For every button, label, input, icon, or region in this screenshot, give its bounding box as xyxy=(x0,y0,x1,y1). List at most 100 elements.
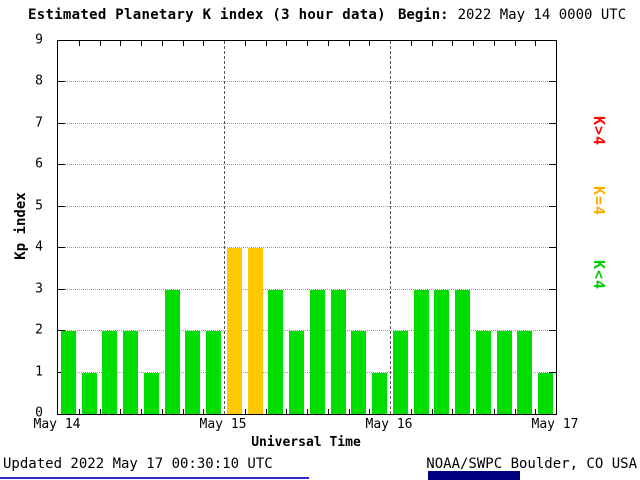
y-tick-label: 6 xyxy=(35,156,43,172)
gridline xyxy=(58,164,556,166)
top-minor-tick xyxy=(307,41,308,46)
top-minor-tick xyxy=(265,41,267,46)
right-tick xyxy=(549,288,556,290)
bottom-minor-tick xyxy=(141,409,142,414)
top-minor-tick xyxy=(78,41,80,46)
top-minor-tick xyxy=(182,41,184,46)
bottom-minor-tick xyxy=(203,409,205,414)
right-tick xyxy=(549,205,556,207)
bottom-minor-tick xyxy=(514,409,516,414)
y-tick-label: 7 xyxy=(35,115,43,131)
top-minor-tick xyxy=(431,41,433,46)
day-boundary-line xyxy=(390,41,391,414)
kp-bar xyxy=(351,331,367,414)
bottom-minor-tick xyxy=(99,409,101,414)
kp-bar xyxy=(143,372,159,414)
y-tick-label: 9 xyxy=(35,32,43,48)
gridline xyxy=(58,122,556,124)
top-minor-tick xyxy=(452,41,454,46)
kp-bar xyxy=(247,248,263,414)
bottom-minor-tick xyxy=(473,409,474,414)
top-minor-tick xyxy=(410,41,412,46)
left-tick xyxy=(58,330,65,332)
y-tick-label: 4 xyxy=(35,239,43,255)
x-tick-label: May 15 xyxy=(199,417,247,432)
top-minor-tick xyxy=(327,41,329,46)
top-minor-tick xyxy=(203,41,205,46)
y-tick-label: 0 xyxy=(35,405,43,421)
kp-bar xyxy=(289,331,305,414)
top-minor-tick xyxy=(286,41,288,46)
gridline xyxy=(58,247,556,249)
chart-title: Estimated Planetary K index (3 hour data… xyxy=(28,7,386,23)
footer-blue-line xyxy=(0,477,309,479)
left-tick xyxy=(58,164,65,166)
y-tick-label: 5 xyxy=(35,198,43,214)
left-tick xyxy=(58,205,65,207)
left-tick xyxy=(58,288,65,290)
gridline xyxy=(58,371,556,373)
kp-bar xyxy=(413,289,429,414)
top-minor-tick xyxy=(99,41,101,46)
x-axis-title: Universal Time xyxy=(251,435,361,450)
top-minor-tick xyxy=(161,41,163,46)
bottom-minor-tick xyxy=(182,409,184,414)
top-minor-tick xyxy=(473,41,474,46)
kp-bar xyxy=(475,331,491,414)
bottom-minor-tick xyxy=(369,409,371,414)
x-tick-label: May 16 xyxy=(365,417,413,432)
bottom-minor-tick xyxy=(286,409,288,414)
kp-bar xyxy=(102,331,118,414)
legend-k-gt-4: K>4 xyxy=(590,116,608,147)
left-tick xyxy=(58,247,65,249)
begin-label: Begin: xyxy=(398,7,449,23)
kp-bar xyxy=(309,289,325,414)
top-minor-tick xyxy=(535,41,537,46)
top-minor-tick xyxy=(369,41,371,46)
gridline xyxy=(58,288,556,290)
legend-k-eq-4: K=4 xyxy=(590,186,608,217)
bottom-minor-tick xyxy=(265,409,267,414)
kp-bar xyxy=(330,289,346,414)
right-tick xyxy=(549,81,556,83)
bottom-minor-tick xyxy=(244,409,246,414)
x-tick-label: May 14 xyxy=(33,417,81,432)
kp-bar xyxy=(268,289,284,414)
bottom-minor-tick xyxy=(161,409,163,414)
kp-bar xyxy=(123,331,139,414)
right-tick xyxy=(549,330,556,332)
updated-timestamp: Updated 2022 May 17 00:30:10 UTC xyxy=(3,456,273,472)
kp-bar xyxy=(81,372,97,414)
top-minor-tick xyxy=(141,41,142,46)
gridline xyxy=(58,81,556,83)
bottom-minor-tick xyxy=(493,409,495,414)
y-tick-labels: 0 1 2 3 4 5 6 7 8 9 xyxy=(0,34,50,420)
plot-area xyxy=(57,40,557,415)
left-tick xyxy=(58,81,65,83)
x-tick-labels: May 14 May 15 May 16 May 17 xyxy=(34,417,579,434)
bottom-minor-tick xyxy=(307,409,308,414)
top-minor-tick xyxy=(514,41,516,46)
bottom-minor-tick xyxy=(348,409,350,414)
kp-bar xyxy=(455,289,471,414)
left-tick xyxy=(58,122,65,124)
y-tick-label: 3 xyxy=(35,281,43,297)
kp-bar xyxy=(392,331,408,414)
footer-navy-box xyxy=(428,471,520,480)
gridline xyxy=(58,330,556,332)
right-tick xyxy=(549,164,556,166)
legend-k-lt-4: K<4 xyxy=(590,260,608,291)
top-minor-tick xyxy=(120,41,122,46)
right-tick xyxy=(549,247,556,249)
kp-bar xyxy=(517,331,533,414)
x-tick-label: May 17 xyxy=(531,417,579,432)
gridline xyxy=(58,205,556,207)
kp-bar xyxy=(226,248,242,414)
y-tick-label: 8 xyxy=(35,73,43,89)
top-minor-tick xyxy=(244,41,246,46)
bottom-minor-tick xyxy=(327,409,329,414)
top-minor-tick xyxy=(348,41,350,46)
top-minor-tick xyxy=(493,41,495,46)
kp-bar xyxy=(538,372,554,414)
